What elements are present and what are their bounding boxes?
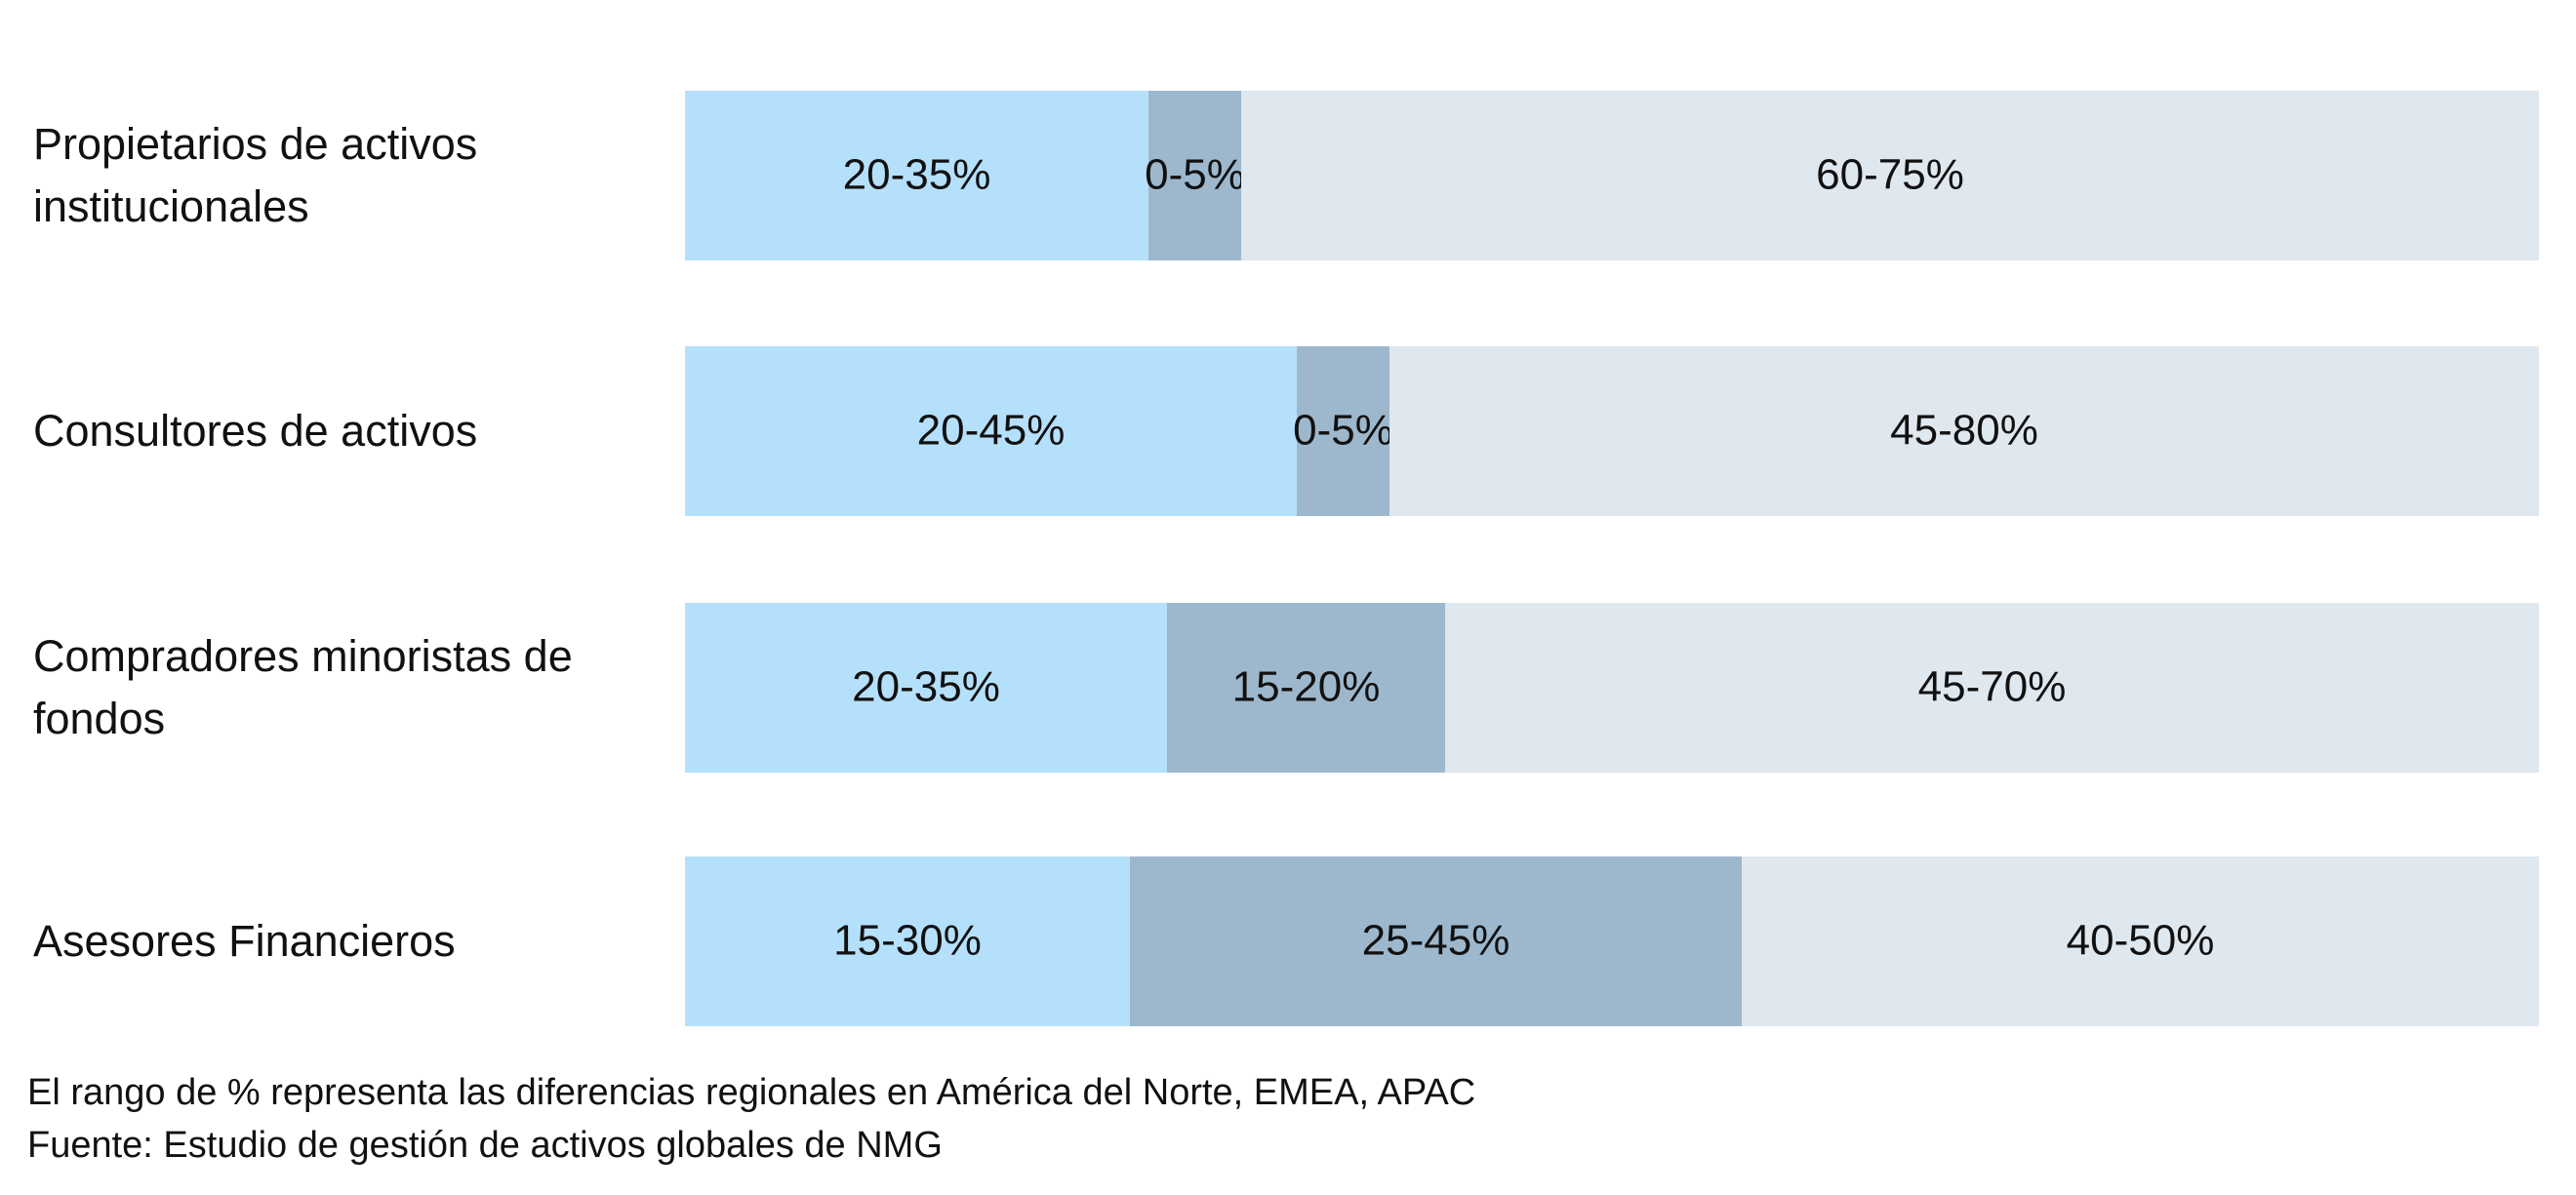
value-label: 0-5% xyxy=(1293,407,1393,455)
value-label: 25-45% xyxy=(1362,917,1510,965)
value-label: 20-45% xyxy=(917,407,1066,455)
bar-segment xyxy=(1742,856,2539,1026)
bar-segment xyxy=(1148,91,1241,260)
value-label: 20-35% xyxy=(843,151,991,199)
footnote: Fuente: Estudio de gestión de activos gl… xyxy=(27,1125,943,1166)
category-label: Propietarios de activos institucionales xyxy=(33,119,478,231)
category-label: Consultores de activos xyxy=(33,406,478,456)
value-label: 45-80% xyxy=(1890,407,2038,455)
bar-segment xyxy=(1130,856,1742,1026)
value-label: 20-35% xyxy=(852,663,1000,711)
value-label: 15-20% xyxy=(1232,663,1381,711)
bar-segment xyxy=(1241,91,2539,260)
footnote: El rango de % representa las diferencias… xyxy=(27,1072,1476,1113)
category-label: Asesores Financieros xyxy=(33,916,456,966)
bar-segment xyxy=(685,346,1297,516)
bar-segment xyxy=(1167,603,1445,773)
value-label: 45-70% xyxy=(1918,663,2067,711)
value-label: 15-30% xyxy=(833,917,982,965)
bar-segment xyxy=(685,856,1130,1026)
value-label: 40-50% xyxy=(2067,917,2215,965)
bar-segment xyxy=(1297,346,1389,516)
bar-segment xyxy=(1445,603,2539,773)
category-label: Compradores minoristas de fondos xyxy=(33,631,573,743)
bar-segment xyxy=(1389,346,2539,516)
bar-segment xyxy=(685,603,1167,773)
value-label: 0-5% xyxy=(1145,151,1245,199)
bar-segment xyxy=(685,91,1148,260)
value-label: 60-75% xyxy=(1816,151,1964,199)
